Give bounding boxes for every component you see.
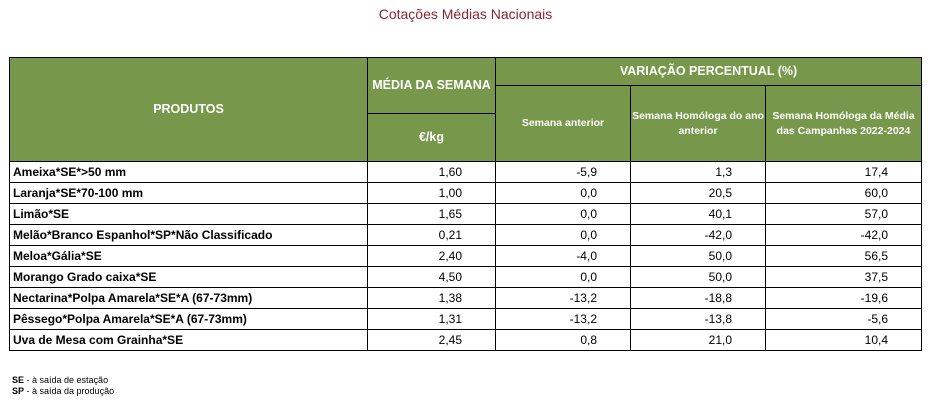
table-row: Melão*Branco Espanhol*SP*Não Classificad… [9, 224, 923, 246]
row-produto: Meloa*Gália*SE [9, 245, 368, 267]
row-produto: Pêssego*Polpa Amarela*SE*A (67-73mm) [9, 308, 368, 330]
row-homologa: 21,0 [630, 329, 766, 351]
row-media-campanhas: 10,4 [764, 329, 923, 351]
table-row: Ameixa*SE*>50 mm 1,60 -5,9 1,3 17,4 [9, 161, 923, 183]
row-media-campanhas: 17,4 [764, 161, 923, 183]
row-anterior: -4,0 [495, 245, 631, 267]
row-homologa: 1,3 [630, 161, 766, 183]
row-media: 1,38 [367, 287, 496, 309]
page-title: Cotações Médias Nacionais [378, 6, 553, 22]
row-media-campanhas: -42,0 [764, 224, 923, 246]
row-produto: Ameixa*SE*>50 mm [9, 161, 368, 183]
header-semana-homologa: Semana Homóloga do ano anterior [630, 85, 766, 162]
footnote-text: - à saída de estação [24, 375, 109, 385]
row-produto: Uva de Mesa com Grainha*SE [9, 329, 368, 351]
row-produto: Nectarina*Polpa Amarela*SE*A (67-73mm) [9, 287, 368, 309]
row-anterior: 0,0 [495, 224, 631, 246]
row-media: 2,40 [367, 245, 496, 267]
footnotes: SE - à saída de estação SP - à saída da … [12, 375, 114, 397]
row-anterior: -13,2 [495, 287, 631, 309]
footnote-code: SP [12, 386, 25, 396]
table-row: Nectarina*Polpa Amarela*SE*A (67-73mm) 1… [9, 287, 923, 309]
row-anterior: 0,8 [495, 329, 631, 351]
row-media-campanhas: 37,5 [764, 266, 923, 288]
table-row: Pêssego*Polpa Amarela*SE*A (67-73mm) 1,3… [9, 308, 923, 330]
row-homologa: 50,0 [630, 266, 766, 288]
header-media-semana: MÉDIA DA SEMANA [367, 57, 496, 114]
row-homologa: -13,8 [630, 308, 766, 330]
row-media-campanhas: 60,0 [764, 182, 923, 204]
row-media: 1,00 [367, 182, 496, 204]
row-media-campanhas: -19,6 [764, 287, 923, 309]
row-homologa: -42,0 [630, 224, 766, 246]
row-anterior: 0,0 [495, 266, 631, 288]
header-variacao: VARIAÇÃO PERCENTUAL (%) [494, 57, 923, 86]
row-media-campanhas: 56,5 [764, 245, 923, 267]
price-table: PRODUTOS MÉDIA DA SEMANA VARIAÇÃO PERCEN… [9, 57, 923, 351]
row-media: 1,31 [367, 308, 496, 330]
header-semana-homologa-media: Semana Homóloga da Média das Campanhas 2… [764, 85, 923, 162]
row-anterior: -5,9 [495, 161, 631, 183]
row-homologa: -18,8 [630, 287, 766, 309]
row-media: 2,45 [367, 329, 496, 351]
row-media: 4,50 [367, 266, 496, 288]
table-row: Laranja*SE*70-100 mm 1,00 0,0 20,5 60,0 [9, 182, 923, 204]
footnote-code: SE [12, 375, 25, 385]
row-anterior: 0,0 [495, 203, 631, 225]
row-homologa: 50,0 [630, 245, 766, 267]
header-semana-anterior: Semana anterior [495, 85, 631, 162]
table-row: Uva de Mesa com Grainha*SE 2,45 0,8 21,0… [9, 329, 923, 351]
table-row: Morango Grado caixa*SE 4,50 0,0 50,0 37,… [9, 266, 923, 288]
row-produto: Laranja*SE*70-100 mm [9, 182, 368, 204]
table-row: Limão*SE 1,65 0,0 40,1 57,0 [9, 203, 923, 225]
row-produto: Melão*Branco Espanhol*SP*Não Classificad… [9, 224, 368, 246]
row-media: 1,65 [367, 203, 496, 225]
header-produtos: PRODUTOS [9, 57, 368, 162]
row-homologa: 40,1 [630, 203, 766, 225]
footnote-se: SE - à saída de estação [12, 375, 114, 386]
row-media: 0,21 [367, 224, 496, 246]
row-media: 1,60 [367, 161, 496, 183]
table-row: Meloa*Gália*SE 2,40 -4,0 50,0 56,5 [9, 245, 923, 267]
row-homologa: 20,5 [630, 182, 766, 204]
row-media-campanhas: -5,6 [764, 308, 923, 330]
row-anterior: -13,2 [495, 308, 631, 330]
footnote-text: - à saída da produção [24, 386, 115, 396]
row-produto: Morango Grado caixa*SE [9, 266, 368, 288]
footnote-sp: SP - à saída da produção [12, 386, 114, 397]
row-produto: Limão*SE [9, 203, 368, 225]
row-media-campanhas: 57,0 [764, 203, 923, 225]
header-unit: €/kg [367, 113, 496, 162]
row-anterior: 0,0 [495, 182, 631, 204]
